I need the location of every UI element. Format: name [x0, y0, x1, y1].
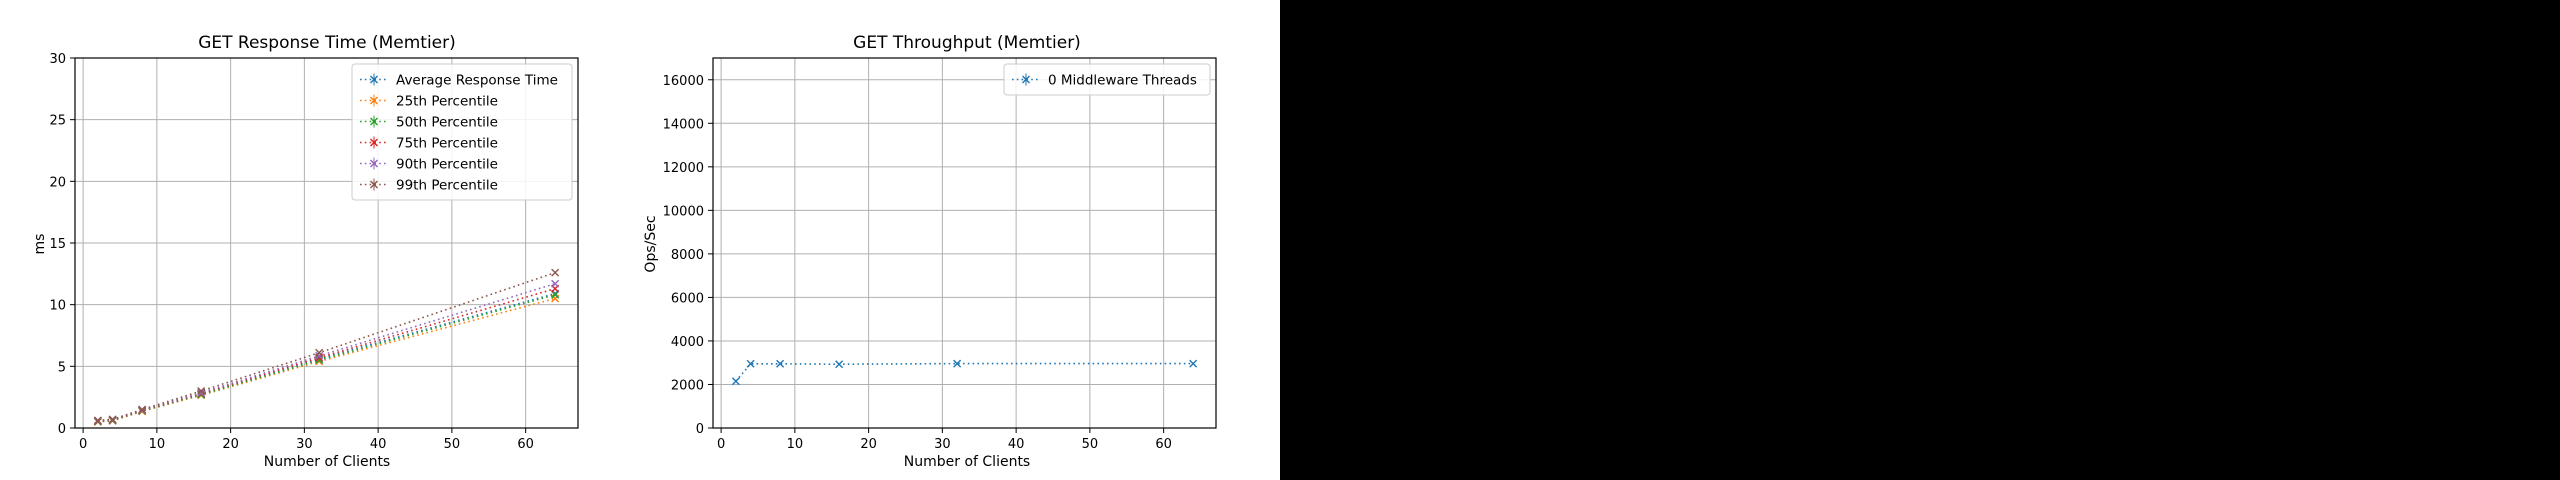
data-point	[746, 359, 755, 368]
y-tick-label: 0	[58, 422, 66, 437]
data-point	[315, 348, 324, 357]
legend-item: 75th Percentile	[360, 136, 498, 152]
legend-label: 0 Middleware Threads	[1048, 73, 1197, 89]
y-tick-label: 16000	[663, 74, 704, 89]
data-point	[776, 359, 785, 368]
data-point	[197, 388, 206, 397]
data-point	[1189, 359, 1198, 368]
data-point	[315, 351, 324, 360]
y-tick-label: 10000	[663, 204, 704, 219]
x-tick-label: 30	[934, 437, 951, 452]
y-tick-label: 0	[696, 422, 704, 437]
legend-item: 0 Middleware Threads	[1012, 73, 1197, 89]
x-axis-label: Number of Clients	[264, 454, 390, 470]
legend-label: 25th Percentile	[396, 94, 498, 110]
y-tick-label: 14000	[663, 117, 704, 132]
x-tick-label: 0	[717, 437, 725, 452]
throughput-chart: GET Throughput (Memtier) Number of Clien…	[643, 33, 1217, 470]
chart-title: GET Response Time (Memtier)	[198, 33, 456, 53]
x-tick-label: 10	[787, 437, 804, 452]
x-tick-label: 10	[149, 437, 166, 452]
plot-frame	[712, 57, 1217, 429]
y-tick-label: 8000	[671, 248, 704, 263]
legend-label: 99th Percentile	[396, 178, 498, 194]
legend-item: 90th Percentile	[360, 157, 498, 173]
data-point	[551, 279, 560, 288]
x-tick-label: 50	[444, 437, 461, 452]
x-tick-label: 30	[296, 437, 313, 452]
x-axis-label: Number of Clients	[904, 454, 1030, 470]
legend-item: 25th Percentile	[360, 94, 498, 110]
y-tick-label: 5	[58, 360, 66, 375]
x-tick-label: 50	[1082, 437, 1099, 452]
data-point	[953, 359, 962, 368]
series-line	[97, 271, 556, 422]
y-axis-label: Ops/Sec	[643, 215, 659, 272]
legend: Average Response Time 25th Percentile 50th…	[351, 63, 573, 201]
x-tick-label: 40	[370, 437, 387, 452]
series-line	[735, 362, 1194, 382]
series-lines	[731, 359, 1198, 386]
plot-frame	[74, 57, 579, 429]
x-tick-label: 0	[79, 437, 87, 452]
y-tick-label: 2000	[671, 378, 704, 393]
data-point	[138, 405, 147, 414]
y-tick-label: 20	[49, 175, 66, 190]
legend-label: 50th Percentile	[396, 115, 498, 131]
y-axis-label: ms	[32, 234, 48, 255]
chart-title: GET Throughput (Memtier)	[853, 33, 1081, 53]
legend-label: 90th Percentile	[396, 157, 498, 173]
legend-label: 75th Percentile	[396, 136, 498, 152]
legend-item: 99th Percentile	[360, 178, 498, 194]
data-point	[731, 377, 740, 386]
y-tick-label: 6000	[671, 291, 704, 306]
data-point	[551, 290, 560, 299]
y-tick-label: 15	[49, 237, 66, 252]
x-tick-label: 40	[1008, 437, 1025, 452]
legend-box	[1003, 63, 1211, 96]
x-tick-label: 60	[1155, 437, 1172, 452]
black-panel	[1280, 0, 2560, 480]
data-point	[93, 416, 102, 425]
series-lines	[93, 268, 560, 426]
legend-item: Average Response Time	[360, 73, 558, 89]
legend-box	[351, 63, 573, 201]
tick-labels: 0 10 20 30 40 50 60 0 2000 4000 6000 8000 10000 12000…	[663, 74, 1172, 452]
y-tick-label: 10	[49, 299, 66, 314]
data-point	[551, 268, 560, 277]
data-point	[197, 387, 206, 395]
data-point	[835, 360, 844, 369]
x-tick-label: 60	[517, 437, 534, 452]
y-tick-label: 30	[49, 52, 66, 67]
y-tick-label: 25	[49, 114, 66, 129]
data-point	[108, 415, 117, 424]
legend: 0 Middleware Threads	[1003, 63, 1211, 96]
y-tick-label: 12000	[663, 161, 704, 176]
y-tick-label: 4000	[671, 335, 704, 350]
response-time-chart: GET Response Time (Memtier) Number of Cl…	[32, 33, 579, 470]
grid	[713, 58, 1216, 429]
x-tick-label: 20	[222, 437, 239, 452]
tick-labels: 0 10 20 30 40 50 60 0 5 10 15 20 25 30	[49, 52, 533, 452]
x-tick-label: 20	[860, 437, 877, 452]
legend-label: Average Response Time	[396, 73, 558, 89]
legend-item: 50th Percentile	[360, 115, 498, 131]
